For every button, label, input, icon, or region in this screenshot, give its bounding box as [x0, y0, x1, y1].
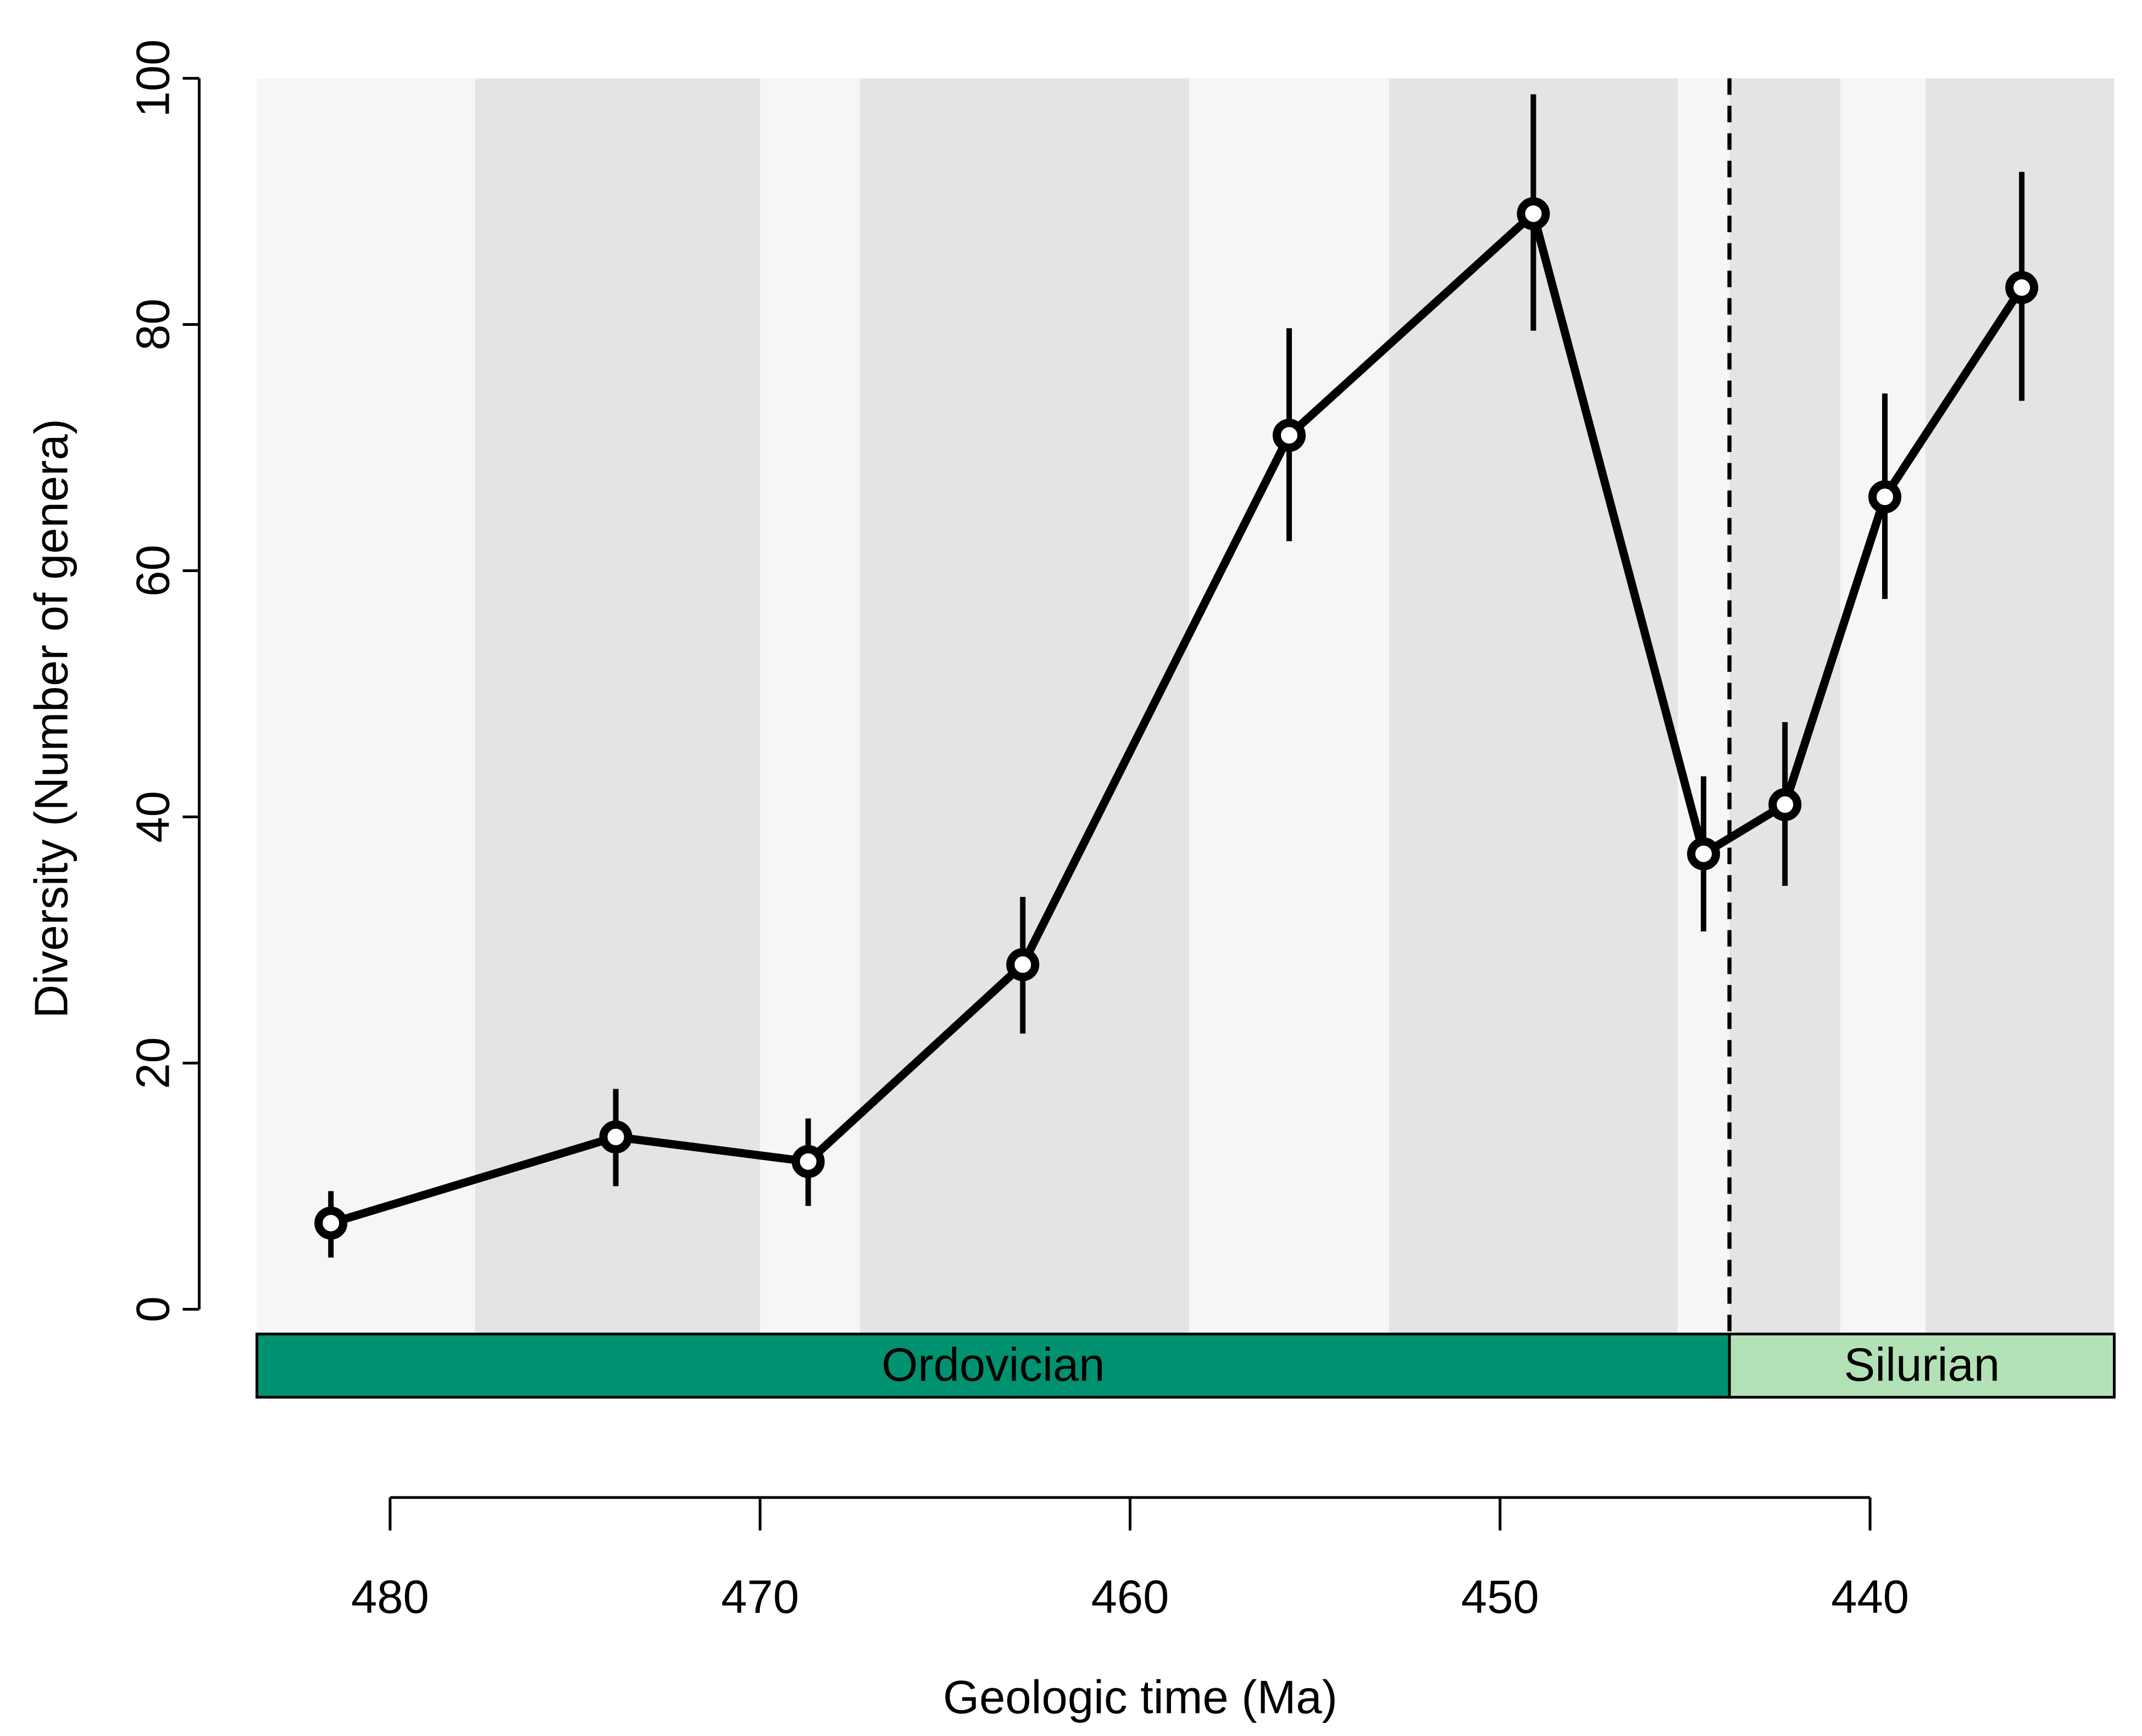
data-point [1006, 948, 1040, 981]
stage-band [1840, 78, 1926, 1333]
stage-band [1729, 78, 1841, 1333]
data-point [1768, 788, 1802, 822]
stage-band [257, 78, 475, 1333]
data-point [1868, 480, 1902, 514]
y-tick-label: 20 [127, 1037, 179, 1089]
data-point [599, 1120, 632, 1153]
period-label: Ordovician [881, 1339, 1105, 1391]
stage-band [859, 78, 1190, 1333]
period-box [1728, 1333, 2116, 1399]
x-tick-label: 480 [351, 1571, 429, 1623]
stage-band [1677, 78, 1730, 1333]
y-tick-label: 60 [127, 545, 179, 597]
y-tick-label: 0 [127, 1296, 179, 1322]
data-line [329, 209, 2026, 1227]
period-label: Silurian [1844, 1339, 2000, 1391]
data-point [1517, 197, 1550, 230]
y-tick-label: 80 [127, 298, 179, 351]
data-point [1273, 419, 1306, 452]
y-tick-label: 100 [127, 40, 179, 118]
x-axis-title: Geologic time (Ma) [943, 1671, 1338, 1723]
x-tick-label: 460 [1091, 1571, 1169, 1623]
y-tick-label: 40 [127, 791, 179, 843]
x-tick-label: 470 [721, 1571, 799, 1623]
period-box [256, 1333, 1731, 1399]
data-point [1687, 837, 1721, 870]
x-tick-label: 440 [1831, 1571, 1909, 1623]
x-tick-label: 450 [1461, 1571, 1539, 1623]
data-point [2005, 271, 2039, 304]
stage-band [1189, 78, 1389, 1333]
data-point [314, 1206, 348, 1240]
data-point [791, 1145, 825, 1178]
y-axis-title: Diversity (Number of genera) [25, 419, 77, 1018]
